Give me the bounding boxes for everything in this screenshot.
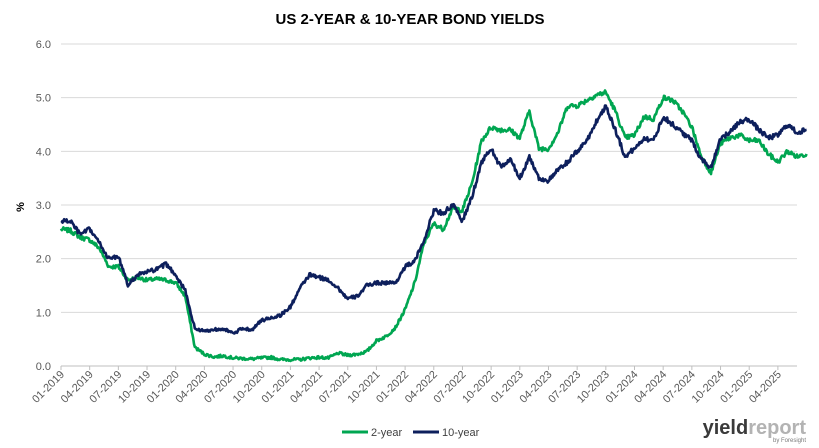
x-axis-ticks: 01-201904-201907-201910-201901-202004-20… xyxy=(30,366,784,406)
y-axis-label: % xyxy=(15,202,27,212)
logo-byline: by Foresight xyxy=(773,438,806,444)
x-tick-label: 04-2025 xyxy=(747,369,784,406)
series-line-10-year xyxy=(60,104,808,335)
logo-wordmark: yieldreport xyxy=(703,417,807,439)
y-tick-label: 1.0 xyxy=(36,307,51,319)
legend-label: 10-year xyxy=(442,427,480,439)
y-tick-label: 5.0 xyxy=(36,93,51,105)
gridlines xyxy=(61,43,797,367)
legend: 2-year 10-year xyxy=(342,427,480,439)
y-axis-ticks: 0.0 1.0 2.0 3.0 4.0 5.0 6.0 xyxy=(36,39,51,373)
y-tick-label: 4.0 xyxy=(36,146,51,158)
y-tick-label: 0.0 xyxy=(36,361,51,373)
y-tick-label: 2.0 xyxy=(36,254,51,266)
series-line-2-year xyxy=(59,89,808,363)
series-lines xyxy=(59,89,808,363)
yieldreport-logo: yieldreport by Foresight xyxy=(703,417,807,444)
chart-title: US 2-YEAR & 10-YEAR BOND YIELDS xyxy=(276,11,545,28)
y-tick-label: 3.0 xyxy=(36,200,51,212)
y-tick-label: 6.0 xyxy=(36,39,51,51)
legend-label: 2-year xyxy=(371,427,403,439)
